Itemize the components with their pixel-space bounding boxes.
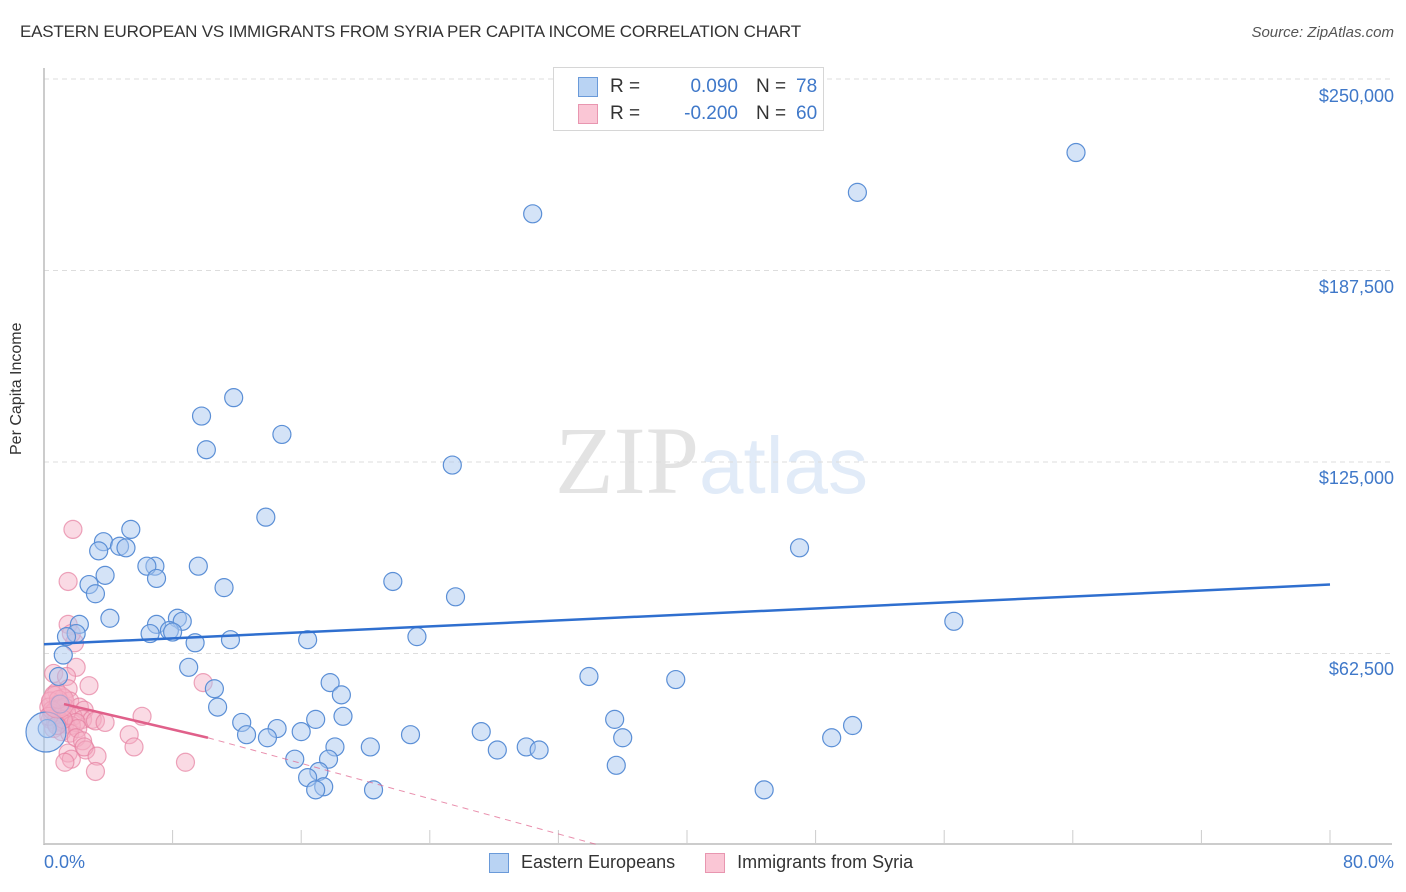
data-point-eastern-european — [789, 538, 810, 558]
data-point-eastern-european — [89, 541, 109, 561]
data-point-eastern-european — [842, 715, 863, 736]
data-point-eastern-european — [272, 424, 292, 445]
data-point-eastern-european — [256, 507, 276, 527]
data-point-eastern-european — [1066, 142, 1086, 163]
y-axis-label: Per Capita Income — [8, 322, 25, 455]
trendline-syria-extension — [207, 737, 599, 846]
data-point-eastern-european — [442, 455, 462, 475]
data-point-eastern-european — [291, 722, 311, 742]
blue-swatch-icon — [489, 852, 509, 873]
data-point-eastern-european — [822, 728, 842, 748]
data-point-syria — [55, 752, 75, 772]
legend-row-eastern-europeans: R = 0.090 N = 78 — [578, 75, 817, 99]
data-point-eastern-european — [191, 406, 212, 426]
legend-item-syria[interactable]: Immigrants from Syria — [705, 852, 913, 873]
data-point-eastern-european — [56, 627, 77, 647]
data-point-syria — [87, 746, 107, 766]
correlation-legend: R = 0.090 N = 78 R = -0.200 N = 60 — [553, 67, 824, 131]
data-point-eastern-european — [487, 740, 507, 760]
legend-label: Immigrants from Syria — [737, 852, 914, 872]
data-point-eastern-european — [188, 556, 208, 576]
legend-label: Eastern Europeans — [521, 852, 676, 872]
y-tick-62500: $62,500 — [1328, 659, 1394, 679]
data-point-eastern-european — [85, 584, 106, 604]
data-point-syria — [79, 676, 99, 696]
data-point-eastern-european — [100, 608, 120, 628]
x-tick-min: 0.0% — [44, 852, 86, 872]
data-point-eastern-european — [48, 666, 69, 687]
legend-row-syria: R = -0.200 N = 60 — [578, 102, 817, 126]
data-point-eastern-european — [383, 571, 403, 592]
data-point-eastern-european — [445, 587, 466, 607]
y-tick-187500: $187,500 — [1318, 277, 1394, 297]
data-point-eastern-european — [400, 725, 421, 745]
data-point-syria — [41, 685, 75, 719]
data-point-eastern-european — [116, 538, 136, 558]
n-value: 78 — [796, 76, 818, 97]
data-point-syria — [119, 725, 139, 745]
data-point-eastern-european — [754, 780, 774, 800]
series-legend: Eastern Europeans Immigrants from Syria — [489, 852, 943, 873]
data-point-eastern-european — [236, 725, 257, 745]
data-point-eastern-european — [471, 722, 491, 742]
data-point-eastern-european — [306, 780, 326, 800]
n-label: N = — [756, 103, 787, 124]
data-point-eastern-european — [529, 740, 549, 760]
data-point-syria — [85, 761, 106, 782]
data-point-syria — [58, 571, 78, 592]
data-point-eastern-european — [944, 611, 964, 631]
data-point-eastern-european — [320, 673, 340, 693]
data-point-eastern-european — [613, 728, 633, 748]
data-point-eastern-european — [847, 182, 867, 202]
chart-title: EASTERN EUROPEAN VS IMMIGRANTS FROM SYRI… — [20, 22, 801, 41]
data-point-eastern-european — [407, 627, 427, 647]
data-point-eastern-european — [179, 657, 199, 677]
data-point-eastern-european — [208, 697, 228, 717]
source-label: Source: ZipAtlas.com — [1251, 24, 1394, 41]
data-point-eastern-european — [523, 204, 543, 224]
data-point-eastern-european — [363, 780, 384, 800]
pink-swatch-icon — [578, 104, 598, 124]
data-point-eastern-european — [298, 630, 318, 650]
data-point-eastern-european — [146, 568, 167, 589]
r-value: 0.090 — [690, 76, 738, 97]
blue-swatch-icon — [578, 77, 598, 97]
trendline-syria — [63, 702, 209, 739]
data-point-eastern-european — [360, 737, 380, 757]
r-value: -0.200 — [684, 103, 738, 124]
data-point-eastern-european — [605, 709, 625, 729]
data-point-eastern-european — [204, 679, 224, 699]
data-point-syria — [63, 519, 83, 540]
data-point-eastern-european — [121, 519, 141, 540]
data-point-eastern-european — [306, 709, 326, 729]
data-point-eastern-european — [224, 388, 244, 408]
y-tick-250000: $250,000 — [1318, 86, 1394, 106]
data-point-eastern-european — [331, 685, 351, 705]
data-point-eastern-european — [333, 706, 353, 726]
data-point-eastern-european — [163, 622, 183, 642]
pink-swatch-icon — [705, 852, 726, 873]
data-point-eastern-european — [606, 755, 626, 775]
data-point-eastern-european — [579, 666, 599, 687]
data-point-eastern-european — [53, 645, 73, 665]
r-label: R = — [610, 76, 641, 97]
legend-item-eastern-europeans[interactable]: Eastern Europeans — [489, 852, 675, 873]
data-point-eastern-european — [196, 440, 216, 460]
data-point-eastern-european — [257, 728, 278, 748]
n-label: N = — [756, 76, 787, 97]
r-label: R = — [610, 103, 641, 124]
data-point-eastern-european — [214, 578, 234, 598]
n-value: 60 — [796, 103, 818, 124]
trendline-eastern-europeans — [43, 583, 1331, 646]
data-point-syria — [124, 737, 144, 757]
data-point-eastern-european — [220, 630, 241, 650]
y-tick-125000: $125,000 — [1318, 468, 1394, 488]
data-point-eastern-european — [666, 669, 686, 690]
data-point-eastern-european — [285, 749, 305, 769]
data-point-eastern-european — [95, 565, 115, 585]
x-tick-max: 80.0% — [1342, 852, 1394, 872]
data-point-syria — [175, 752, 196, 772]
